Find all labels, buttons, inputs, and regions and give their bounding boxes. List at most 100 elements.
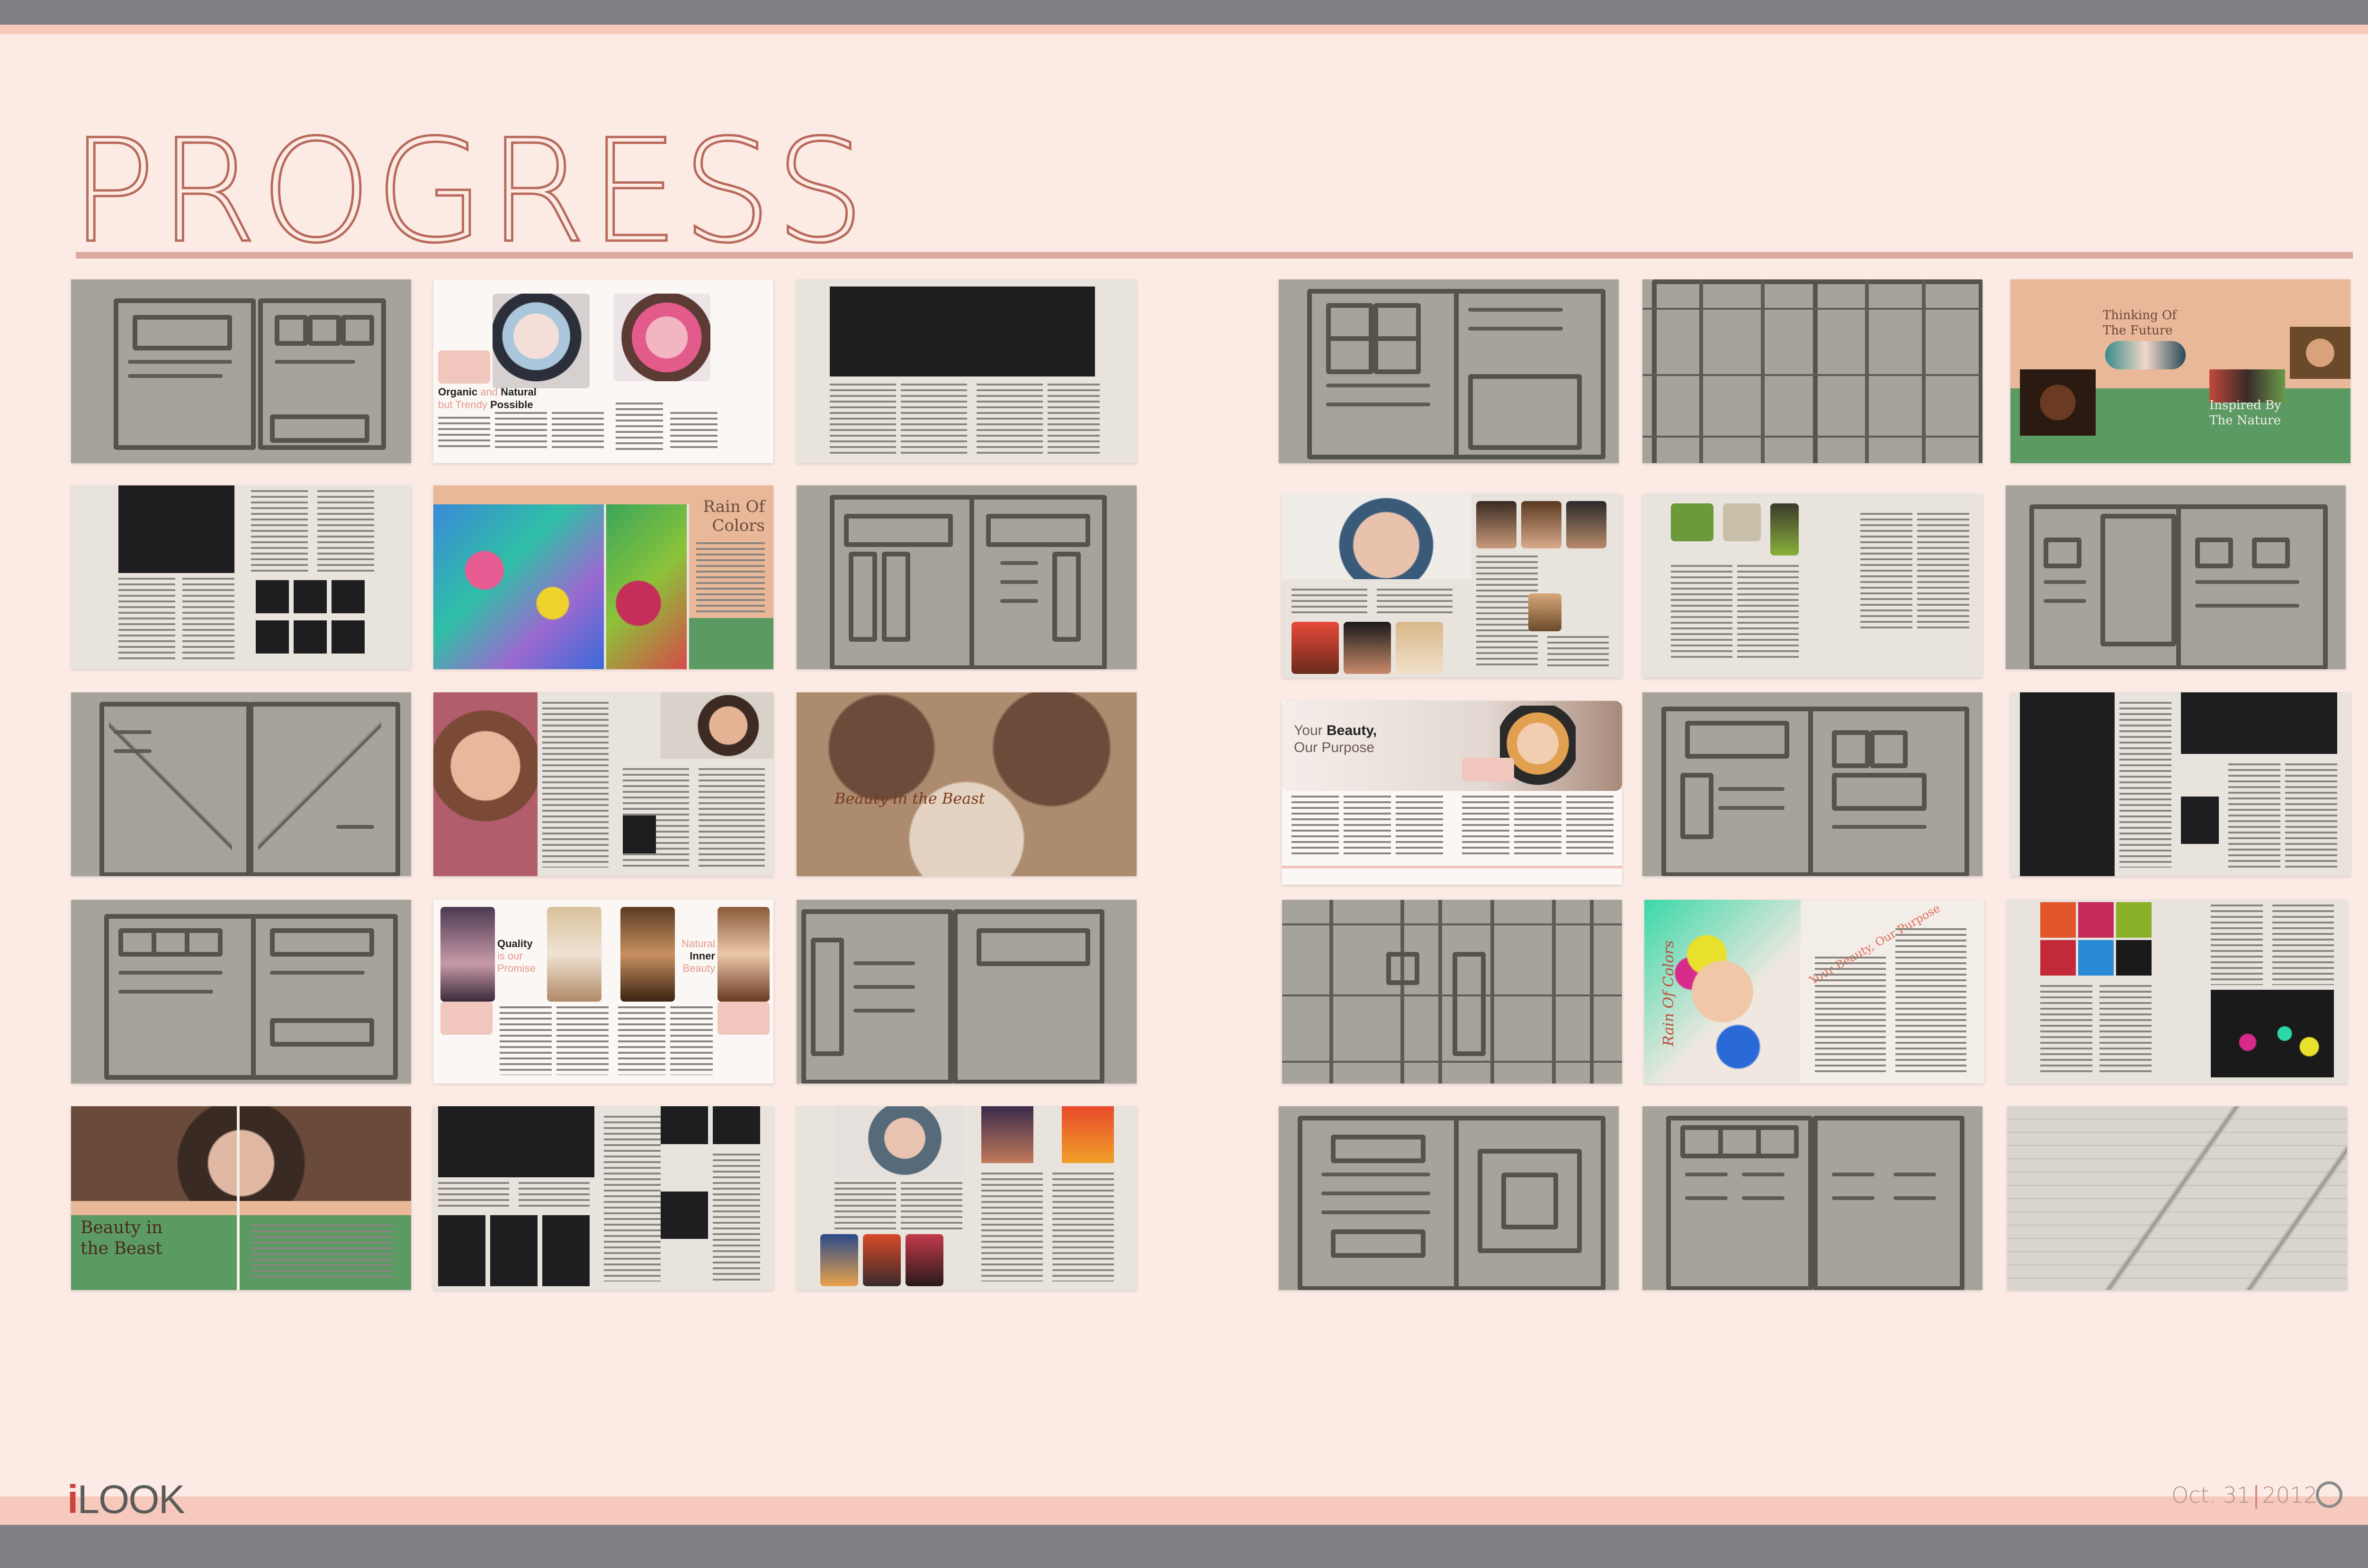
thumbnail-sketch-2[interactable] xyxy=(797,485,1137,669)
model-photo-20 xyxy=(1476,501,1516,548)
model-photo-26 xyxy=(1528,593,1561,631)
beauty-word: Beauty, xyxy=(1326,723,1377,738)
model-photo-28 xyxy=(1644,900,1801,1084)
thumbnail-floral-portrait[interactable] xyxy=(433,692,773,876)
heading-natural: Natural xyxy=(501,386,537,398)
quality-is-our: is our xyxy=(497,950,523,962)
model-photo-14 xyxy=(1062,1106,1114,1163)
model-photo-21 xyxy=(1521,501,1561,548)
model-photo-8 xyxy=(718,907,770,1002)
thumbnail-sketch-blank[interactable] xyxy=(2007,1106,2347,1290)
thumbnail-thinking-future[interactable]: Thinking Of The Future Inspired By The N… xyxy=(2010,279,2350,463)
model-photo-5 xyxy=(440,907,495,1002)
future-line2: The Future xyxy=(2103,323,2173,338)
thumbnail-sketch-4[interactable] xyxy=(71,900,411,1084)
swatch-red xyxy=(2040,940,2076,976)
heading-possible: Possible xyxy=(490,399,533,411)
polish-photo xyxy=(2211,990,2334,1077)
heading-but-trendy: but Trendy xyxy=(438,399,487,411)
model-photo-27 xyxy=(1500,706,1576,800)
heading-organic: Organic xyxy=(438,386,478,398)
swatch-blue xyxy=(2078,940,2114,976)
the-beast-line: the Beast xyxy=(81,1239,162,1258)
rain-vertical-title: Rain Of Colors xyxy=(1660,940,1677,1047)
model-photo-25 xyxy=(1396,622,1443,674)
swatch-pink xyxy=(2078,902,2114,938)
brand-logo-look: LOOK xyxy=(77,1477,185,1522)
natural-heading: Natural xyxy=(682,938,715,950)
swatch-black xyxy=(2116,940,2152,976)
thumbnail-organic-natural[interactable]: Organic and Natural but Trendy Possible xyxy=(433,279,773,463)
nature-line2: The Nature xyxy=(2209,413,2281,428)
year-text: 2012 xyxy=(2262,1482,2318,1508)
thumbnail-sketch-1[interactable] xyxy=(71,279,411,463)
thumbnail-sketch-7[interactable] xyxy=(1642,279,1982,463)
thumbnail-glam-grid[interactable] xyxy=(1282,494,1622,678)
model-photo-1 xyxy=(493,294,590,388)
model-photo-19 xyxy=(1282,494,1471,579)
future-line1: Thinking Of xyxy=(2103,308,2177,323)
page-title: PROGRESS xyxy=(69,109,868,274)
thumbnail-quality-promise[interactable]: Quality is our Promise Natural Inner Bea… xyxy=(433,900,773,1084)
your-word: Your xyxy=(1294,723,1323,738)
brand-logo: iLOOK xyxy=(67,1477,185,1523)
date-separator xyxy=(2255,1485,2258,1509)
thumbnail-layout-grid-blocks[interactable] xyxy=(71,485,411,669)
bottom-accent-band xyxy=(0,1496,2368,1525)
thumbnail-layout-black-block[interactable] xyxy=(797,279,1137,463)
page-marker-circle-icon xyxy=(2316,1481,2342,1508)
beauty-beast-small-title: Beauty in the Beast xyxy=(834,789,985,807)
thumbnail-sketch-6[interactable] xyxy=(1279,279,1619,463)
top-accent-band xyxy=(0,25,2368,34)
thumbnail-sketch-9[interactable] xyxy=(1642,692,1982,876)
swatch-green xyxy=(2116,902,2152,938)
thumbnail-rain-of-colors[interactable]: Rain Of Colors xyxy=(433,485,773,669)
nature-line1: Inspired By xyxy=(2209,398,2281,412)
thumbnail-colorful-portraits[interactable] xyxy=(797,1106,1137,1290)
thumbnail-black-columns[interactable] xyxy=(2010,692,2350,876)
thumbnail-sketch-8[interactable] xyxy=(2006,485,2346,669)
model-photo-13 xyxy=(981,1106,1033,1163)
thumbnail-layout-columns[interactable] xyxy=(433,1106,773,1290)
thumbnail-sketch-5[interactable] xyxy=(797,900,1137,1084)
thumbnail-sketch-3[interactable] xyxy=(71,692,411,876)
swatch-orange xyxy=(2040,902,2076,938)
model-photo-6 xyxy=(547,907,601,1002)
thumbnail-sketch-10[interactable] xyxy=(1282,900,1622,1084)
bottom-band xyxy=(0,1525,2368,1568)
model-photo-15 xyxy=(2020,369,2096,436)
model-photo-4 xyxy=(661,692,773,759)
model-photo-24 xyxy=(1344,622,1391,674)
model-photo-16 xyxy=(2105,341,2186,369)
model-photo-11 xyxy=(863,1234,901,1286)
thumbnail-color-swatches[interactable] xyxy=(2007,900,2347,1084)
thumbnail-sketch-11[interactable] xyxy=(1279,1106,1619,1290)
quality-promise: Promise xyxy=(497,962,536,974)
thumbnail-product-page[interactable] xyxy=(1642,494,1982,678)
model-photo-3 xyxy=(433,692,538,876)
product-photo-3 xyxy=(1770,503,1799,556)
rain-title-line1: Rain Of xyxy=(703,497,765,516)
model-photo-10 xyxy=(820,1234,858,1286)
inner-heading: Inner xyxy=(690,950,715,962)
thumbnail-beauty-in-the-beast[interactable]: Beauty in the Beast xyxy=(71,1106,411,1290)
model-photo-18 xyxy=(2209,369,2285,403)
date-text: Oct. 31 xyxy=(2171,1482,2251,1508)
model-photo-23 xyxy=(1292,622,1339,674)
quality-heading: Quality xyxy=(497,938,533,950)
brand-logo-i: i xyxy=(67,1477,78,1522)
model-photo-22 xyxy=(1566,501,1606,548)
top-band xyxy=(0,0,2368,25)
heading-and: and xyxy=(480,386,498,398)
issue-date: Oct. 31 2012 xyxy=(2171,1482,2317,1509)
thumbnail-beauty-beast-small[interactable]: Beauty in the Beast xyxy=(797,692,1137,876)
rain-title-line2: Colors xyxy=(712,516,765,535)
model-photo-9 xyxy=(834,1106,962,1177)
thumbnail-your-beauty[interactable]: Your Beauty, Our Purpose xyxy=(1282,701,1622,885)
our-purpose: Our Purpose xyxy=(1294,740,1375,755)
thumbnail-rain-of-colors-portrait[interactable]: Rain Of Colors Your Beauty, Our Purpose xyxy=(1644,900,1984,1084)
model-photo-7 xyxy=(620,907,675,1002)
thumbnail-sketch-12[interactable] xyxy=(1642,1106,1982,1290)
model-photo-17 xyxy=(2290,327,2350,379)
title-underline xyxy=(76,252,2353,259)
